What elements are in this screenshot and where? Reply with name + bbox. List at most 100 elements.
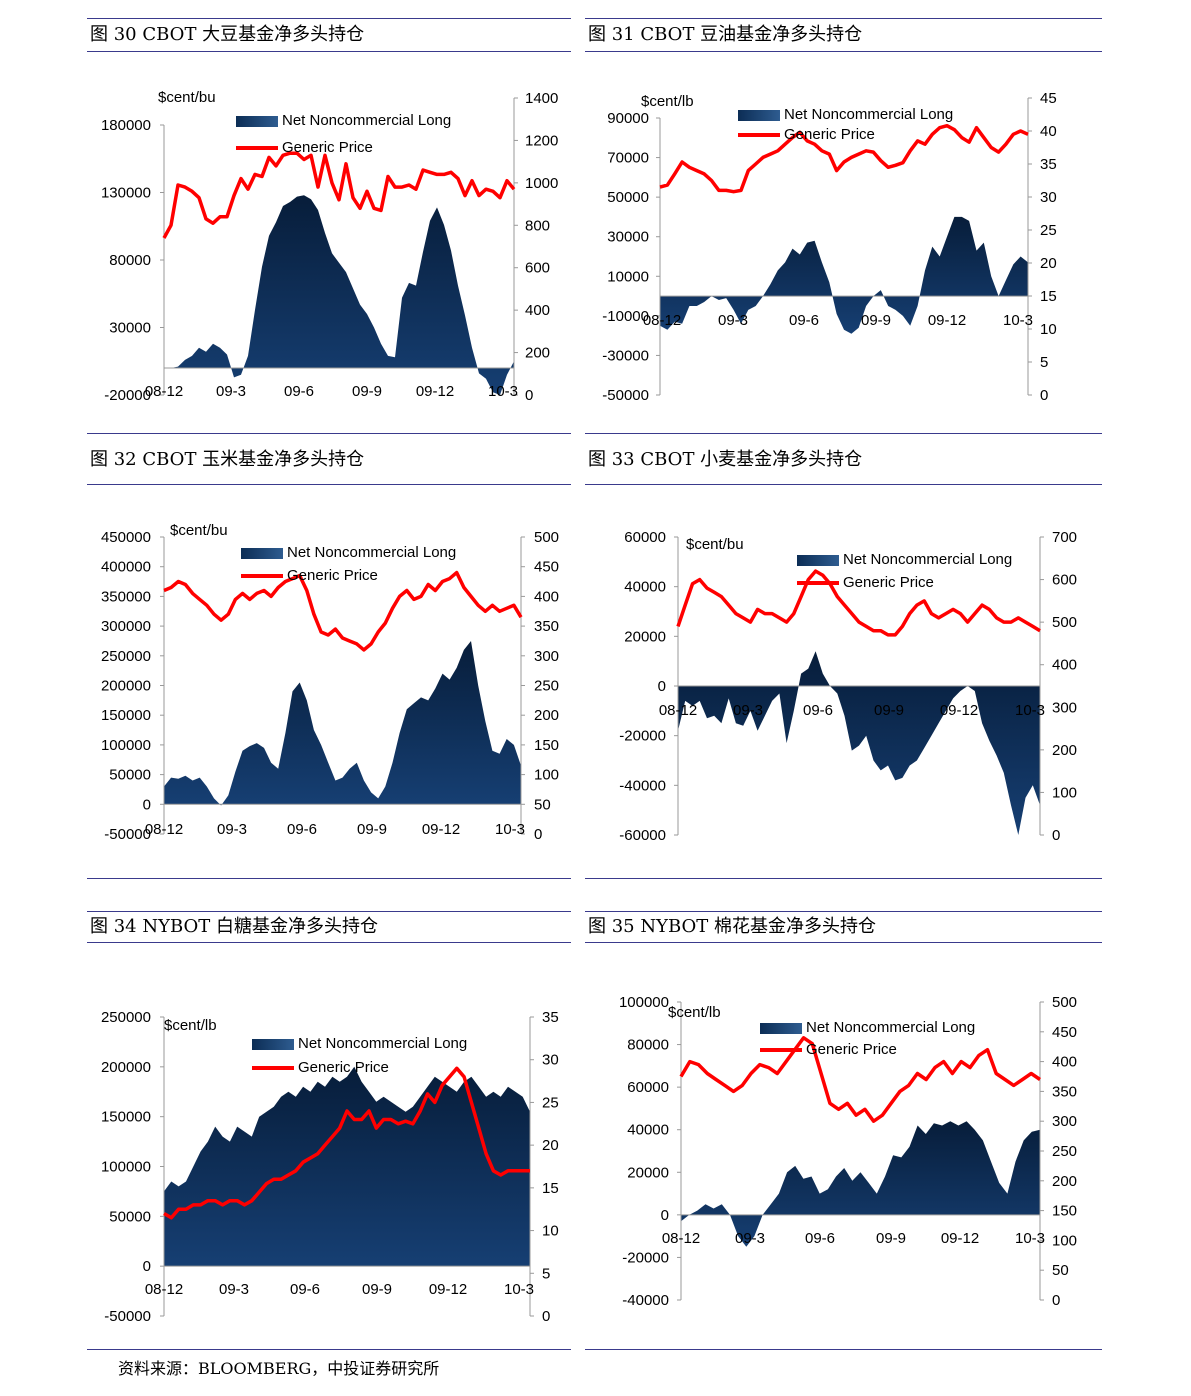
x-tick-label: 09-3: [718, 312, 748, 329]
left-tick-label: 70000: [607, 150, 649, 167]
fig33-net-long-area: [678, 651, 1040, 835]
fig30-legend-line: Generic Price: [236, 139, 451, 166]
left-tick-label: 50000: [109, 767, 151, 784]
x-tick-label: 08-12: [145, 383, 183, 400]
x-tick-label: 09-6: [803, 702, 833, 719]
left-tick-label: -20000: [104, 387, 151, 404]
right-tick-label: 40: [1040, 123, 1057, 140]
left-tick-label: 130000: [101, 185, 151, 202]
right-tick-label: 300: [534, 648, 559, 665]
right-tick-label: 0: [542, 1308, 550, 1325]
x-tick-label: 09-3: [219, 1281, 249, 1298]
right-tick-label: 15: [1040, 288, 1057, 305]
fig34-net-long-area: [164, 1066, 530, 1267]
x-tick-label: 09-9: [874, 702, 904, 719]
right-tick-label: 200: [534, 707, 559, 724]
left-tick-label: 60000: [624, 529, 666, 546]
left-tick-label: 300000: [101, 618, 151, 635]
left-tick-label: -30000: [602, 347, 649, 364]
fig30-legend-area: Net Noncommercial Long: [236, 112, 451, 139]
fig33-legend-line: Generic Price: [797, 574, 1012, 597]
right-tick-label: 35: [542, 1009, 559, 1026]
fig34-title-rule: [87, 942, 571, 943]
x-tick-label: 09-12: [941, 1230, 979, 1247]
fig34-subtop-rule: [87, 911, 571, 912]
line-swatch-icon: [738, 133, 780, 138]
right-tick-label: 150: [534, 737, 559, 754]
left-tick-label: 0: [661, 1207, 669, 1224]
x-tick-label: 09-3: [217, 821, 247, 838]
left-tick-label: 80000: [109, 252, 151, 269]
right-tick-label: 400: [1052, 657, 1077, 674]
fig32-top-rule: [87, 433, 571, 434]
x-tick-label: 08-12: [643, 312, 681, 329]
fig33-price-unit: $cent/bu: [686, 536, 744, 553]
area-swatch-icon: [241, 547, 283, 559]
left-tick-label: 200000: [101, 678, 151, 695]
line-swatch-icon: [797, 581, 839, 586]
x-tick-label: 09-12: [940, 702, 978, 719]
x-tick-label: 09-9: [876, 1230, 906, 1247]
area-swatch-icon: [738, 109, 780, 121]
x-tick-label: 09-3: [733, 702, 763, 719]
left-tick-label: -20000: [622, 1249, 669, 1266]
x-tick-label: 09-3: [735, 1230, 765, 1247]
fig34-title: 图 34 NYBOT 白糖基金净多头持仓: [90, 916, 379, 937]
right-tick-label: 600: [525, 260, 550, 277]
left-tick-label: 20000: [624, 628, 666, 645]
x-tick-label: 09-6: [287, 821, 317, 838]
right-tick-label: 150: [1052, 1203, 1077, 1220]
x-tick-label: 08-12: [662, 1230, 700, 1247]
fig33-title-rule: [585, 484, 1102, 485]
left-tick-label: 0: [658, 678, 666, 695]
fig33-top-rule: [585, 433, 1102, 434]
right-tick-label: 5: [542, 1265, 550, 1282]
left-tick-label: 0: [143, 1258, 151, 1275]
left-tick-label: 40000: [624, 579, 666, 596]
fig30-net-long-area: [164, 195, 514, 395]
left-tick-label: 0: [143, 796, 151, 813]
x-tick-label: 09-12: [422, 821, 460, 838]
fig35-top-rule: [585, 878, 1102, 879]
line-swatch-icon: [236, 146, 278, 151]
left-tick-label: -20000: [619, 728, 666, 745]
bottom-rule-right: [585, 1349, 1102, 1350]
x-tick-label: 10-3: [1015, 702, 1045, 719]
left-tick-label: 50000: [607, 189, 649, 206]
left-tick-label: 30000: [109, 320, 151, 337]
x-tick-label: 09-9: [352, 383, 382, 400]
x-tick-label: 09-9: [362, 1281, 392, 1298]
x-tick-label: 09-12: [928, 312, 966, 329]
right-tick-label: 35: [1040, 156, 1057, 173]
bottom-rule-left: [87, 1349, 571, 1350]
left-tick-label: 200000: [101, 1059, 151, 1076]
area-swatch-icon: [236, 115, 278, 127]
left-tick-label: 150000: [101, 707, 151, 724]
right-tick-label: 30: [1040, 189, 1057, 206]
right-tick-label: 20: [1040, 255, 1057, 272]
fig35-title-rule: [585, 942, 1102, 943]
fig31-legend-line: Generic Price: [738, 126, 953, 146]
right-tick-label: 30: [542, 1052, 559, 1069]
fig32-legend-line: Generic Price: [241, 567, 456, 590]
left-tick-label: 100000: [101, 1159, 151, 1176]
right-tick-label: 50: [534, 796, 551, 813]
right-tick-label: 100: [1052, 784, 1077, 801]
right-tick-label: 15: [542, 1180, 559, 1197]
fig32-legend-area: Net Noncommercial Long: [241, 544, 456, 567]
right-tick-label: 25: [1040, 222, 1057, 239]
fig31-legend-area: Net Noncommercial Long: [738, 106, 953, 126]
left-tick-label: 150000: [101, 1109, 151, 1126]
right-tick-label: 100: [534, 767, 559, 784]
right-tick-label: 500: [1052, 614, 1077, 631]
right-tick-label: 10: [542, 1223, 559, 1240]
left-tick-label: 180000: [101, 117, 151, 134]
fig32-net-long-area: [164, 641, 521, 806]
fig35-legend-area: Net Noncommercial Long: [760, 1019, 975, 1041]
left-tick-label: -10000: [602, 308, 649, 325]
right-tick-label: 0: [525, 387, 533, 404]
fig35-title: 图 35 NYBOT 棉花基金净多头持仓: [588, 916, 877, 937]
fig34-legend-line: Generic Price: [252, 1059, 467, 1083]
